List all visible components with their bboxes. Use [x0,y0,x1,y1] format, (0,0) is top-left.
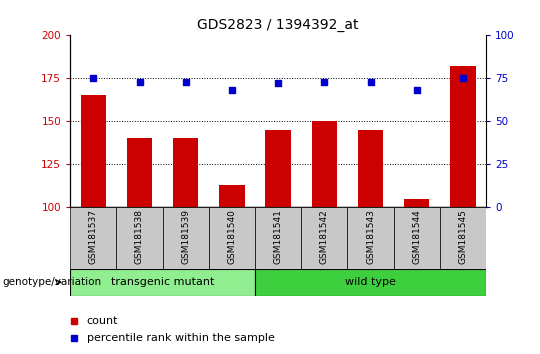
Bar [450,66,476,207]
Bar [358,130,383,207]
Point [89,75,98,81]
Bar [219,185,245,207]
Point [274,81,282,86]
Bar [117,207,163,269]
Bar [440,207,486,269]
Text: GSM181545: GSM181545 [458,209,468,264]
Text: GSM181537: GSM181537 [89,209,98,264]
Text: wild type: wild type [345,277,396,287]
Point [413,87,421,93]
Text: GSM181543: GSM181543 [366,209,375,264]
Point [458,75,467,81]
Bar [127,138,152,207]
Point [320,79,329,85]
Text: GSM181538: GSM181538 [135,209,144,264]
Text: GSM181544: GSM181544 [412,210,421,264]
Bar [301,207,347,269]
Text: GSM181539: GSM181539 [181,209,190,264]
Point [227,87,236,93]
Bar [255,269,486,296]
Text: GSM181540: GSM181540 [227,209,237,264]
Point [366,79,375,85]
Bar [347,207,394,269]
Bar [404,199,429,207]
Text: count: count [87,316,118,326]
Bar [209,207,255,269]
Text: GSM181542: GSM181542 [320,210,329,264]
Text: transgenic mutant: transgenic mutant [111,277,214,287]
Bar [312,121,337,207]
Text: genotype/variation: genotype/variation [3,277,102,287]
Point [135,79,144,85]
Text: GSM181541: GSM181541 [274,209,282,264]
Point [181,79,190,85]
Title: GDS2823 / 1394392_at: GDS2823 / 1394392_at [197,18,359,32]
Bar [70,207,117,269]
Bar [70,269,255,296]
Bar [173,138,198,207]
Bar [394,207,440,269]
Bar [255,207,301,269]
Text: percentile rank within the sample: percentile rank within the sample [87,333,275,343]
Bar [265,130,291,207]
Bar [80,96,106,207]
Bar [163,207,209,269]
